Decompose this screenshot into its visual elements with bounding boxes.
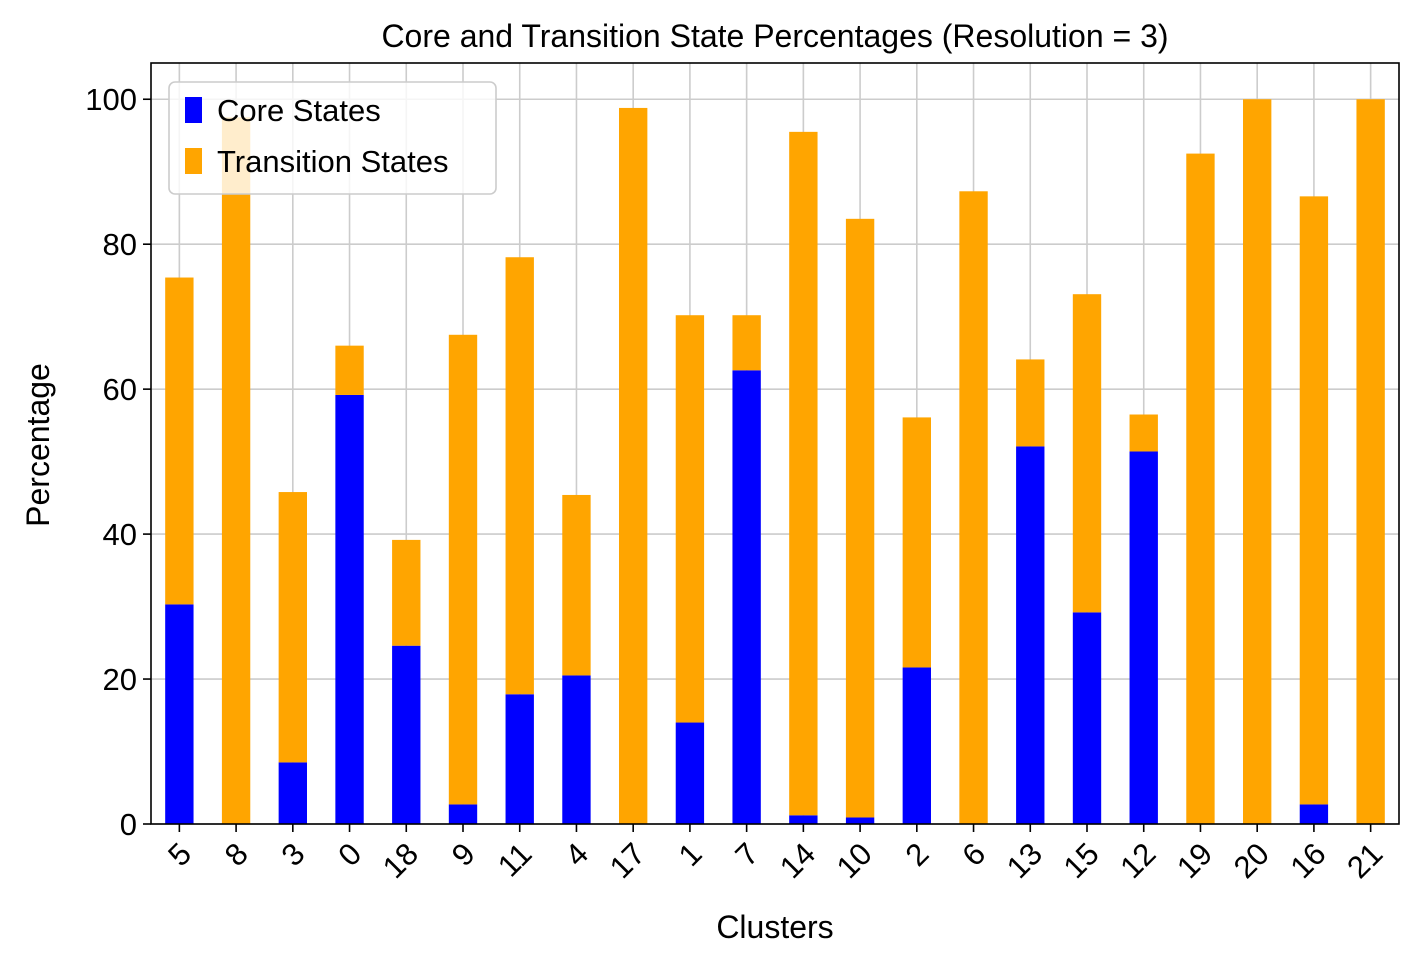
legend-label: Core States (217, 93, 381, 128)
y-tick-label: 40 (103, 517, 137, 552)
x-tick-label: 13 (1000, 836, 1049, 885)
x-tick-label: 14 (773, 836, 822, 885)
bar-transition-9 (448, 334, 478, 805)
x-tick-label: 7 (728, 836, 765, 873)
legend-label: Transition States (217, 144, 448, 179)
bar-transition-7 (732, 315, 761, 371)
bar-core-0 (335, 394, 364, 824)
x-tick-label: 0 (331, 836, 368, 873)
bar-transition-1 (675, 315, 705, 723)
bar-transition-12 (1129, 414, 1158, 452)
x-tick-label: 17 (603, 836, 652, 885)
legend: Core States Transition States (168, 81, 497, 195)
x-tick-label: 1 (672, 836, 709, 873)
x-tick-label: 5 (161, 836, 198, 873)
bar-core-3 (278, 762, 307, 824)
legend-swatch (185, 148, 202, 174)
bar-transition-14 (789, 131, 818, 816)
bar-transition-11 (505, 257, 534, 695)
bar-transition-4 (562, 494, 591, 676)
bar-core-11 (505, 694, 534, 824)
bar-core-10 (845, 817, 875, 824)
bar-core-15 (1072, 612, 1102, 824)
bar-core-7 (732, 370, 761, 824)
x-tick-label: 4 (558, 836, 595, 873)
bar-core-18 (392, 645, 421, 824)
x-tick-label: 12 (1113, 836, 1162, 885)
y-tick-label: 20 (103, 662, 137, 697)
bar-transition-5 (165, 277, 194, 605)
bar-core-1 (675, 722, 705, 824)
bar-transition-13 (1016, 359, 1045, 447)
x-axis: 5 8 3 0 18 9 11 4 17 1 7 14 10 2 6 13 15 12 19 20 16 21 (161, 824, 1389, 885)
bar-core-5 (165, 604, 194, 824)
x-tick-label: 21 (1340, 836, 1389, 885)
bar-transition-3 (278, 492, 307, 763)
bar-core-4 (562, 675, 591, 824)
bar-transition-21 (1356, 99, 1385, 824)
plot-frame (150, 62, 1400, 825)
y-tick-label: 0 (120, 807, 137, 842)
x-tick-label: 6 (955, 836, 992, 873)
x-tick-label: 20 (1227, 836, 1276, 885)
bar-core-14 (789, 815, 818, 824)
bar-transition-15 (1072, 294, 1102, 613)
bar-core-2 (902, 667, 931, 824)
x-tick-label: 3 (275, 836, 312, 873)
bar-transition-0 (335, 345, 364, 395)
x-tick-label: 18 (376, 836, 425, 885)
bar-transition-2 (902, 417, 931, 668)
x-axis-label: Clusters (716, 909, 833, 945)
bar-core-12 (1129, 451, 1158, 824)
bar-core-9 (448, 804, 478, 824)
bar-transition-8 (221, 117, 251, 825)
x-tick-label: 2 (899, 836, 936, 873)
y-tick-label: 60 (103, 372, 137, 407)
bar-transition-17 (619, 107, 648, 824)
bar-core-16 (1299, 804, 1329, 824)
x-tick-label: 11 (491, 836, 539, 884)
legend-swatch (185, 97, 202, 123)
bars (165, 99, 1385, 825)
x-tick-label: 19 (1170, 836, 1219, 885)
y-tick-label: 80 (103, 227, 137, 262)
bar-transition-20 (1243, 99, 1272, 824)
chart-title: Core and Transition State Percentages (R… (381, 18, 1168, 54)
y-axis-label: Percentage (20, 363, 56, 527)
x-tick-label: 10 (830, 836, 879, 885)
x-tick-label: 8 (218, 836, 255, 873)
x-tick-label: 9 (445, 836, 482, 873)
x-tick-label: 15 (1057, 836, 1106, 885)
bar-transition-6 (959, 191, 988, 825)
legend-box (168, 81, 497, 195)
bar-transition-10 (845, 218, 875, 818)
bar-core-13 (1016, 446, 1045, 824)
y-axis: 0 20 40 60 80 100 (85, 82, 151, 842)
y-tick-label: 100 (85, 82, 137, 117)
bar-transition-19 (1186, 153, 1215, 825)
x-tick-label: 16 (1284, 836, 1333, 885)
bar-transition-18 (392, 539, 421, 646)
bar-transition-16 (1299, 196, 1329, 805)
